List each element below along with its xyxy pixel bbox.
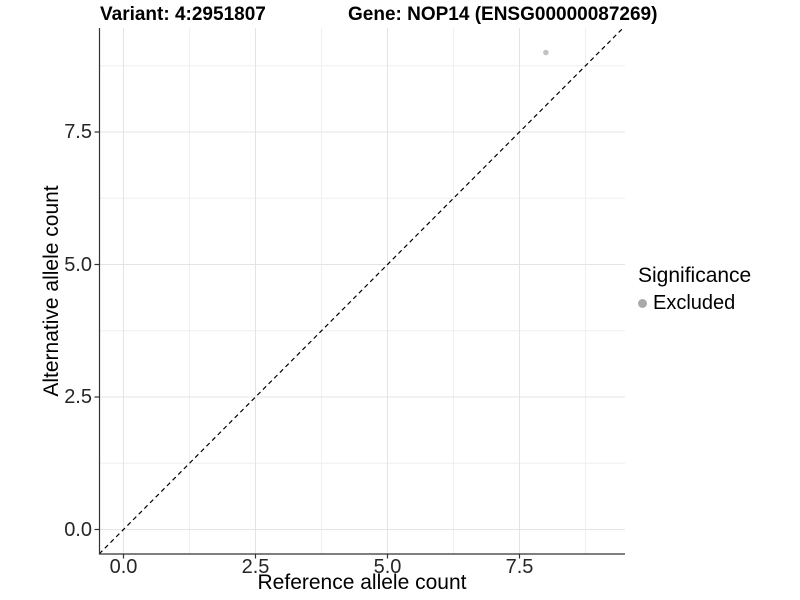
legend: Significance Excluded — [638, 263, 751, 315]
legend-item-excluded: Excluded — [638, 291, 751, 315]
y-tick-label: 2.5 — [64, 386, 92, 408]
y-axis-title: Alternative allele count — [40, 185, 63, 397]
y-tick-label: 0.0 — [64, 518, 92, 541]
x-tick-label: 5.0 — [373, 556, 402, 578]
scatter-plot-panel — [94, 28, 625, 559]
x-tick-label: 2.5 — [241, 556, 270, 578]
x-axis-title: Reference allele count — [257, 571, 467, 594]
legend-title: Significance — [638, 264, 752, 287]
plot-title-variant: Variant: 4:2951807 — [100, 4, 266, 25]
legend-item-label: Excluded — [653, 292, 736, 314]
y-tick-label: 7.5 — [64, 121, 92, 143]
legend-key-dot-icon — [638, 298, 647, 308]
y-axis-title-wrap: Alternative allele count — [40, 28, 64, 554]
x-tick-label: 7.5 — [505, 556, 534, 578]
plot-title-gene: Gene: NOP14 (ENSG00000087269) — [348, 4, 658, 25]
scatter-point — [543, 49, 549, 56]
x-tick-label: 0.0 — [109, 556, 138, 578]
y-tick-label: 5.0 — [64, 253, 92, 276]
identity-line — [98, 28, 624, 555]
